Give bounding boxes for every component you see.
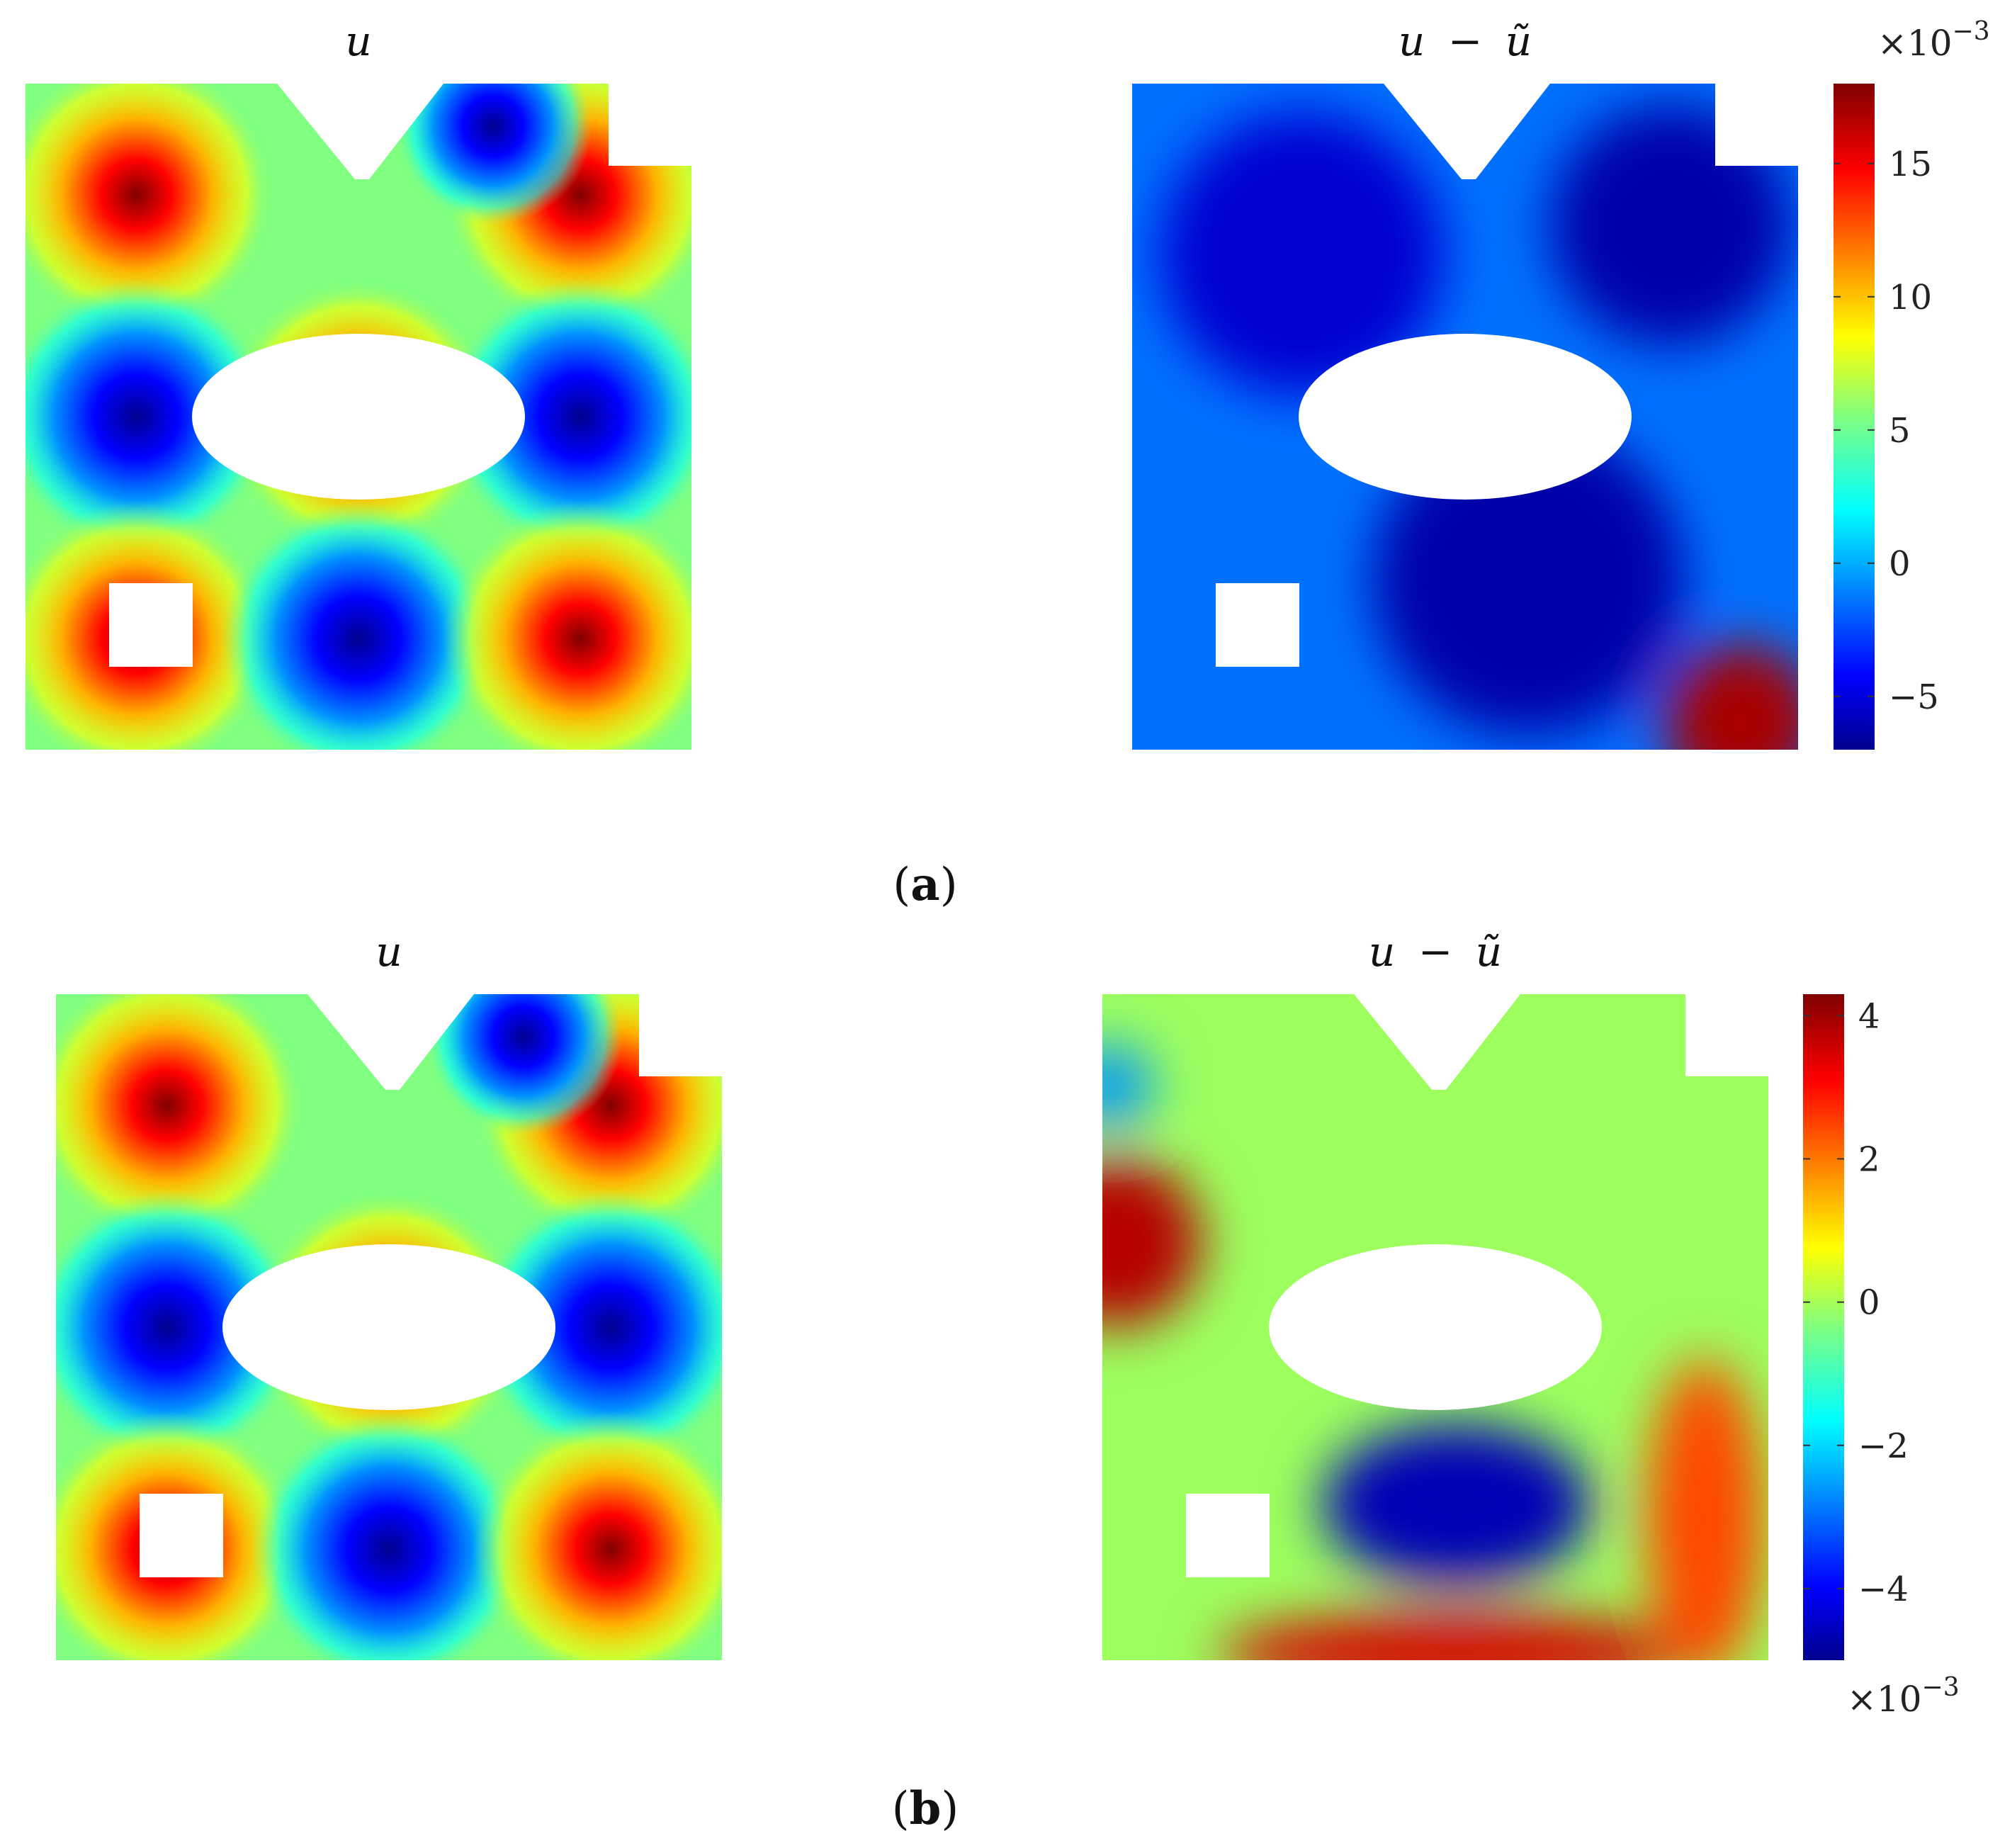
colorbar-tick-label: −4 <box>1858 1570 1909 1609</box>
colorbar-tick-label: 10 <box>1889 278 1932 317</box>
panel-a-left-title: u <box>345 17 371 65</box>
panel-a-right-plot: u − ũ <box>1132 17 1798 750</box>
colorbar-gradient <box>1834 84 1875 750</box>
panel-a-right-title: u − ũ <box>1399 17 1532 65</box>
colorbar-ticks: 4 2 0 −2 −4 <box>1803 996 1909 1609</box>
u-negative-lobe <box>473 1189 722 1465</box>
colorbar-tick-label: 0 <box>1858 1283 1880 1323</box>
u-negative-lobe <box>220 501 497 750</box>
panel-b: u u − ũ 420−2−4 ×10−3 (b <box>56 928 1960 1835</box>
panel-a-left-plot: u <box>26 17 691 750</box>
u-negative-lobe <box>424 994 623 1136</box>
u-positive-lobe <box>251 1189 527 1465</box>
colorbar-ticks: 15 10 5 0 −5 <box>1834 145 1939 717</box>
u-positive-lobe <box>56 1412 305 1660</box>
title-lhs: u <box>1399 17 1425 65</box>
error-region-upper-left <box>1160 112 1444 395</box>
u-negative-lobe <box>26 278 274 555</box>
error-region-left-edge-middle <box>1102 1157 1202 1327</box>
error-region-right-lower <box>1646 1359 1763 1660</box>
colorbar-tick-label: 5 <box>1889 411 1911 451</box>
u-negative-lobe <box>443 278 691 555</box>
colorbar-multiplier: ×10−3 <box>1847 1673 1960 1720</box>
error-region-lower-center <box>1373 424 1685 736</box>
u-positive-lobe <box>56 994 305 1243</box>
u-positive-lobe <box>26 84 274 332</box>
panel-a: u u − ũ 15 10 5 0 −5 ×10−3 <box>26 17 1990 911</box>
heatmap-error-field <box>1102 1044 1763 1660</box>
error-region-upper-right <box>1550 105 1791 346</box>
colorbar-tick-label: 4 <box>1858 996 1880 1036</box>
panel-b-label: (b) <box>892 1782 959 1835</box>
title-op: − <box>1448 17 1483 65</box>
colorbar-tick-label: −5 <box>1889 677 1939 717</box>
u-positive-lobe <box>473 1412 722 1660</box>
u-positive-lobe <box>220 278 497 555</box>
heatmap-u-field <box>26 84 691 750</box>
heatmap-u-field <box>56 994 722 1660</box>
panel-b-right-plot: u − ũ <box>1102 928 1768 1660</box>
colorbar-tick-label: 0 <box>1889 544 1911 584</box>
u-positive-lobe <box>443 501 691 750</box>
panel-b-colorbar: 4 2 0 −2 −4 ×10−3 <box>1803 994 1960 1720</box>
u-negative-lobe <box>251 1412 527 1660</box>
error-region-bottom-edge <box>1217 1614 1696 1660</box>
panel-a-label: (a) <box>893 858 957 911</box>
title-lhs: u <box>1369 928 1395 976</box>
error-region-left-edge-top <box>1102 1044 1152 1129</box>
colorbar-gradient <box>1803 994 1844 1660</box>
colorbar-tick-label: −2 <box>1858 1426 1909 1466</box>
error-region-below-ellipse <box>1322 1424 1591 1585</box>
colorbar-tick-label: 2 <box>1858 1139 1880 1179</box>
u-negative-lobe <box>56 1189 305 1465</box>
title-rhs: ũ <box>1505 17 1532 65</box>
panel-b-right-title: u − ũ <box>1369 928 1502 976</box>
panel-a-colorbar: 15 10 5 0 −5 ×10−3 <box>1834 17 1990 750</box>
colorbar-tick-label: 15 <box>1889 145 1932 184</box>
u-negative-lobe <box>394 84 592 225</box>
panel-b-left-title: u <box>375 928 402 976</box>
u-positive-lobe <box>26 501 274 750</box>
title-op: − <box>1418 928 1453 976</box>
colorbar-multiplier: ×10−3 <box>1877 17 1990 64</box>
error-region-bottom-right-corner <box>1663 643 1798 750</box>
panel-b-left-plot: u <box>56 928 722 1660</box>
title-rhs: ũ <box>1476 928 1502 976</box>
